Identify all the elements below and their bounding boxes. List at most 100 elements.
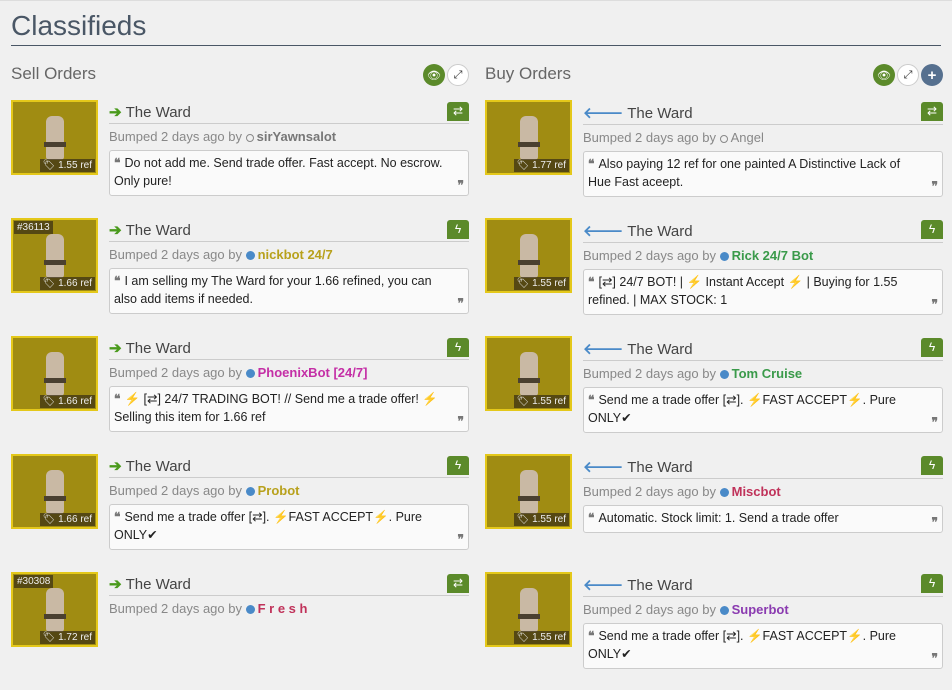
item-title: ➔ The Ward ⇄ <box>109 100 469 124</box>
toggle-visibility-button[interactable]: 👁 <box>873 64 895 86</box>
exchange-icon: ⇄ <box>452 104 464 118</box>
item-name[interactable]: The Ward <box>627 105 693 122</box>
item-name[interactable]: The Ward <box>627 459 693 476</box>
item-image <box>44 470 66 514</box>
order-message: ❝ ⚡ [⇄] 24/7 TRADING BOT! // Send me a tr… <box>109 386 469 432</box>
price-value: 1.66 ref <box>58 396 92 407</box>
user-link[interactable]: Probot <box>257 483 300 498</box>
expand-button[interactable]: ⤢ <box>897 64 919 86</box>
status-dot-icon <box>719 488 729 497</box>
item-thumbnail[interactable]: 🏷 1.77 ref <box>485 100 572 175</box>
sell-arrow-icon: ➔ <box>109 458 122 475</box>
item-name[interactable]: The Ward <box>627 223 693 240</box>
toggle-visibility-button[interactable]: 👁 <box>423 64 445 86</box>
order-listing: 🏷 1.55 ref 🡐 The Ward ϟ Bumped 2 days ago… <box>485 572 943 672</box>
item-thumbnail[interactable]: 🏷 1.55 ref <box>485 336 572 411</box>
item-title: 🡐 The Ward ϟ <box>583 454 943 479</box>
bumped-info: Bumped 2 days ago by Tom Cruise <box>583 366 943 381</box>
trade-offer-button[interactable]: ⇄ <box>447 574 469 593</box>
item-name[interactable]: The Ward <box>125 340 191 357</box>
page-title: Classifieds <box>11 10 147 41</box>
quote-close-icon: ❞ <box>931 515 938 529</box>
price-value: 1.55 ref <box>532 514 566 525</box>
instant-trade-button[interactable]: ϟ <box>447 338 469 357</box>
user-link[interactable]: nickbot 24/7 <box>257 247 333 262</box>
item-thumbnail[interactable]: 🏷 1.66 ref <box>11 336 98 411</box>
item-thumbnail[interactable]: #36113 🏷 1.66 ref <box>11 218 98 293</box>
instant-trade-button[interactable]: ϟ <box>921 456 943 475</box>
bumped-info: Bumped 2 days ago by Superbot <box>583 602 943 617</box>
quote-close-icon: ❞ <box>931 179 938 193</box>
bumped-info: Bumped 2 days ago by PhoenixBot [24/7] <box>109 365 469 380</box>
instant-trade-button[interactable]: ϟ <box>921 338 943 357</box>
tag-icon: 🏷 <box>516 632 530 643</box>
buy-arrow-icon: 🡐 <box>583 459 624 476</box>
item-image <box>44 234 66 278</box>
order-listing: 🏷 1.55 ref 🡐 The Ward ϟ Bumped 2 days ago… <box>485 336 943 436</box>
user-link[interactable]: F r e s h <box>257 601 308 616</box>
item-name[interactable]: The Ward <box>125 576 191 593</box>
tag-icon: 🏷 <box>516 396 530 407</box>
user-link[interactable]: Rick 24/7 Bot <box>731 248 814 263</box>
instant-trade-button[interactable]: ϟ <box>921 574 943 593</box>
lightning-icon: ϟ <box>928 576 936 590</box>
instant-trade-button[interactable]: ϟ <box>921 220 943 239</box>
user-link[interactable]: Miscbot <box>731 484 781 499</box>
lightning-icon: ϟ <box>454 340 462 354</box>
item-thumbnail[interactable]: 🏷 1.55 ref <box>485 454 572 529</box>
craft-number: #36113 <box>14 221 53 234</box>
price-value: 1.72 ref <box>58 632 92 643</box>
add-order-button[interactable]: + <box>921 64 943 86</box>
item-thumbnail[interactable]: 🏷 1.66 ref <box>11 454 98 529</box>
item-image <box>44 116 66 160</box>
user-link[interactable]: Tom Cruise <box>731 366 803 381</box>
bumped-text: Bumped 2 days ago by <box>109 129 242 144</box>
quote-open-icon: ❝ <box>588 629 595 643</box>
item-name[interactable]: The Ward <box>627 341 693 358</box>
item-name[interactable]: The Ward <box>627 577 693 594</box>
trade-offer-button[interactable]: ⇄ <box>921 102 943 121</box>
tag-icon: 🏷 <box>42 160 56 171</box>
price-value: 1.77 ref <box>532 160 566 171</box>
bumped-text: Bumped 2 days ago by <box>583 602 716 617</box>
item-image <box>44 352 66 396</box>
exchange-icon: ⇄ <box>452 576 464 590</box>
tag-icon: 🏷 <box>42 278 56 289</box>
user-link[interactable]: PhoenixBot [24/7] <box>257 365 368 380</box>
item-image <box>518 470 540 514</box>
bumped-text: Bumped 2 days ago by <box>109 483 242 498</box>
item-title: ➔ The Ward ⇄ <box>109 572 469 596</box>
order-message: ❝ I am selling my The Ward for your 1.66 … <box>109 268 469 314</box>
item-title: ➔ The Ward ϟ <box>109 454 469 478</box>
item-thumbnail[interactable]: 🏷 1.55 ref <box>485 572 572 647</box>
bumped-text: Bumped 2 days ago by <box>583 366 716 381</box>
quote-open-icon: ❝ <box>588 393 595 407</box>
bumped-text: Bumped 2 days ago by <box>109 247 242 262</box>
item-thumbnail[interactable]: 🏷 1.55 ref <box>11 100 98 175</box>
status-dot-icon <box>245 487 255 496</box>
expand-button[interactable]: ⤢ <box>447 64 469 86</box>
bumped-text: Bumped 2 days ago by <box>583 130 716 145</box>
trade-offer-button[interactable]: ⇄ <box>447 102 469 121</box>
quote-open-icon: ❝ <box>114 392 121 406</box>
item-name[interactable]: The Ward <box>125 222 191 239</box>
bumped-text: Bumped 2 days ago by <box>583 484 716 499</box>
order-listing: 🏷 1.77 ref 🡐 The Ward ⇄ Bumped 2 days ago… <box>485 100 943 200</box>
sell-orders-column: Sell Orders 👁 ⤢ 🏷 1.55 ref ➔ The Ward ⇄ B… <box>11 60 469 690</box>
instant-trade-button[interactable]: ϟ <box>447 456 469 475</box>
message-text: Send me a trade offer [⇄]. ⚡FAST ACCEPT⚡… <box>114 510 422 542</box>
sell-arrow-icon: ➔ <box>109 104 122 121</box>
quote-close-icon: ❞ <box>931 297 938 311</box>
instant-trade-button[interactable]: ϟ <box>447 220 469 239</box>
item-name[interactable]: The Ward <box>125 104 191 121</box>
message-text: Send me a trade offer [⇄]. ⚡FAST ACCEPT⚡… <box>588 629 896 661</box>
sell-orders-heading: Sell Orders <box>11 64 97 83</box>
order-message: ❝ Do not add me. Send trade offer. Fast a… <box>109 150 469 196</box>
quote-close-icon: ❞ <box>457 296 464 310</box>
item-name[interactable]: The Ward <box>125 458 191 475</box>
user-link[interactable]: Superbot <box>731 602 789 617</box>
user-link[interactable]: Angel <box>730 130 764 145</box>
user-link[interactable]: sirYawnsalot <box>256 129 337 144</box>
item-thumbnail[interactable]: #30308 🏷 1.72 ref <box>11 572 98 647</box>
item-thumbnail[interactable]: 🏷 1.55 ref <box>485 218 572 293</box>
